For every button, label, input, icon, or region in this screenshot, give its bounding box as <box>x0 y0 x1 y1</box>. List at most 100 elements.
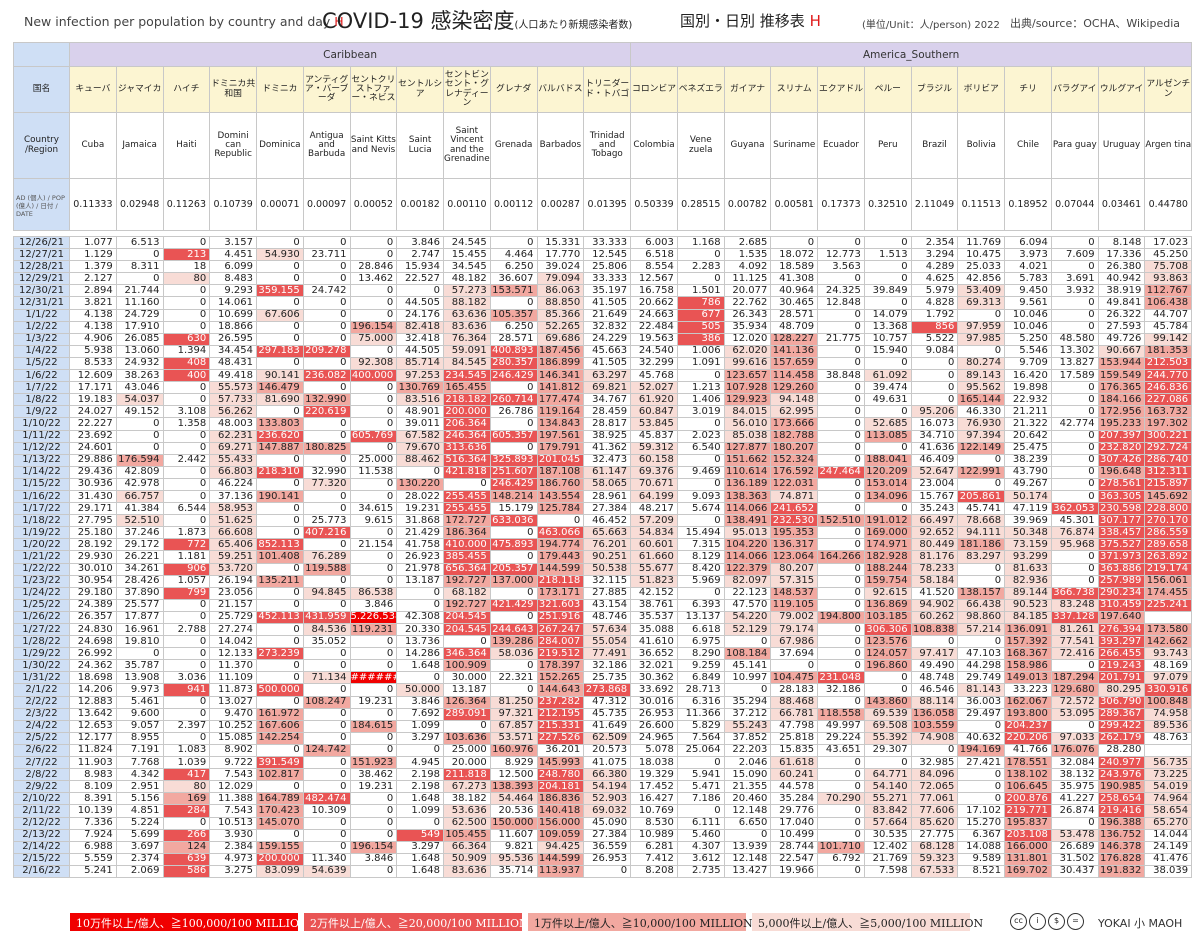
table-row: 12/28/21 1.379 8.311 18 6.099 0 0 28.846 15.934 3… <box>13 260 1193 274</box>
value-cell: 148.214 <box>489 489 538 504</box>
value-cell: 0 <box>817 417 865 431</box>
value-cell: 0 <box>489 550 538 564</box>
value-cell: 307.426 <box>1097 453 1146 467</box>
value-cell: 371.973 <box>1097 550 1146 564</box>
value-cell: 106.645 <box>1004 780 1052 794</box>
value-cell: 24.149 <box>1144 840 1193 854</box>
date-cell: 2/13/22 <box>13 828 70 842</box>
value-cell: 32.084 <box>1050 756 1099 770</box>
value-cell: 90.141 <box>256 369 304 383</box>
value-cell: 8.983 <box>69 768 117 782</box>
value-cell: 39.011 <box>396 417 444 431</box>
value-cell: 0 <box>302 538 351 552</box>
value-cell: 173.171 <box>536 586 585 600</box>
value-cell: 79.174 <box>770 622 819 637</box>
table-row: 12/30/21 2.894 21.744 0 9.293 359.155 24.742 0 0… <box>13 284 1193 298</box>
value-cell: 0 <box>302 683 351 697</box>
value-cell: 16.073 <box>910 417 959 431</box>
value-cell: 313.636 <box>443 441 491 455</box>
value-cell: 236.620 <box>256 429 304 443</box>
value-cell: 0 <box>349 405 398 419</box>
value-cell: 81.176 <box>910 550 959 564</box>
value-cell: 26.357 <box>69 610 117 625</box>
value-cell: 0 <box>302 235 351 250</box>
value-cell: 55.054 <box>583 635 632 649</box>
date-cell: 2/14/22 <box>13 840 70 854</box>
value-cell: 6.650 <box>723 816 772 830</box>
value-cell: 0 <box>817 441 865 455</box>
value-cell: 92.615 <box>863 586 912 600</box>
value-cell: 49.267 <box>1004 477 1052 491</box>
value-cell: 0 <box>723 683 772 697</box>
value-cell: 184.615 <box>349 719 398 733</box>
value-cell: 119.588 <box>302 562 351 576</box>
value-cell: 79.094 <box>536 272 585 286</box>
value-cell: 4.973 <box>209 852 257 866</box>
population-value: 0.00110 <box>443 178 491 231</box>
date-cell: 1/21/22 <box>13 550 70 564</box>
population-value: 0.50339 <box>630 178 678 231</box>
value-cell: 42.152 <box>630 586 678 600</box>
date-cell: 2/1/22 <box>13 683 70 697</box>
value-cell: 204.545 <box>443 622 491 637</box>
value-cell: 20.330 <box>396 622 444 637</box>
value-cell: 66.757 <box>115 489 164 504</box>
value-cell: 39.969 <box>1004 514 1052 528</box>
value-cell: 0 <box>256 235 304 250</box>
value-cell: 321.603 <box>536 598 585 612</box>
value-cell: 0 <box>256 743 304 758</box>
value-cell: 25.818 <box>770 731 819 745</box>
value-cell: 176.828 <box>1097 852 1146 866</box>
population-value: 0.32510 <box>863 178 912 231</box>
value-cell: 23.056 <box>209 586 257 600</box>
value-cell: 9.561 <box>1004 296 1052 310</box>
value-cell: 11.340 <box>302 852 351 866</box>
value-cell: 62.995 <box>770 405 819 419</box>
value-cell: 0 <box>302 731 351 745</box>
value-cell: 0 <box>957 344 1006 358</box>
value-cell: 97.985 <box>957 332 1006 346</box>
value-cell: 41.384 <box>115 502 164 516</box>
value-cell: 232.820 <box>1097 441 1146 455</box>
value-cell: 0 <box>349 477 398 491</box>
value-cell: 1.873 <box>162 526 211 540</box>
value-cell: 0 <box>863 441 912 455</box>
value-cell: 88.468 <box>770 695 819 709</box>
value-cell: 22.547 <box>770 852 819 866</box>
value-cell: 49.841 <box>1097 296 1146 310</box>
value-cell: 0 <box>676 804 725 818</box>
value-cell: 118.558 <box>817 707 865 721</box>
value-cell: 14.061 <box>209 296 257 310</box>
value-cell: 33.692 <box>630 683 678 697</box>
value-cell: 32.021 <box>630 659 678 673</box>
country-en-name: Argen tina <box>1144 112 1193 179</box>
value-cell: 255.455 <box>443 502 491 516</box>
value-cell: 0 <box>910 369 959 383</box>
population-value: 0.11513 <box>957 178 1006 231</box>
country-jp-name: ハイチ <box>162 66 211 113</box>
value-cell: 58.184 <box>910 574 959 588</box>
value-cell: 176.076 <box>1050 743 1099 758</box>
value-cell: 149.013 <box>1004 671 1052 685</box>
value-cell: 8.521 <box>957 864 1006 878</box>
value-cell: 232.530 <box>770 514 819 528</box>
value-cell: 30.010 <box>69 562 117 576</box>
value-cell: 62.500 <box>443 816 491 830</box>
value-cell: 20.536 <box>489 804 538 818</box>
value-cell: 0 <box>302 756 351 770</box>
value-cell: 0 <box>676 272 725 286</box>
value-cell: 0 <box>256 356 304 371</box>
value-cell: 23.692 <box>69 429 117 443</box>
value-cell: 212.195 <box>536 707 585 721</box>
value-cell: 0 <box>676 586 725 600</box>
value-cell: 0 <box>256 320 304 334</box>
population-value: 0.03461 <box>1097 178 1146 231</box>
value-cell: 26.221 <box>115 550 164 564</box>
author-logo: YOKAI 小 MAOH <box>1098 917 1183 930</box>
value-cell: 24.663 <box>630 308 678 322</box>
value-cell: 45.735 <box>583 707 632 721</box>
value-cell: 3.973 <box>1004 248 1052 262</box>
value-cell: 17.910 <box>115 320 164 334</box>
value-cell: 73.225 <box>1144 768 1193 782</box>
country-en-name: Saint Lucia <box>396 112 444 179</box>
